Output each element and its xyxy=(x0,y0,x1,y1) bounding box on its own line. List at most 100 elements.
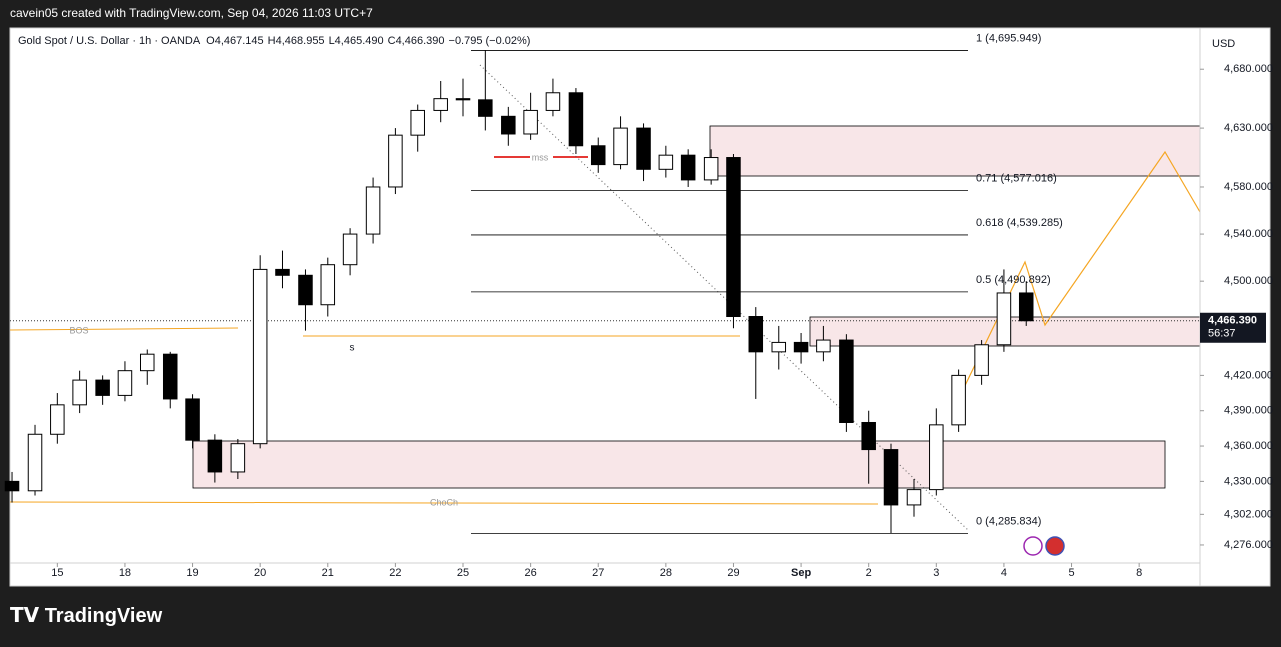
candle-body xyxy=(27,433,43,492)
candle-body xyxy=(545,92,561,111)
candle-body xyxy=(185,398,200,441)
y-tick-label: 4,390.000 xyxy=(1224,405,1273,417)
legend: Gold Spot / U.S. Dollar · 1h · OANDA O4,4… xyxy=(18,35,530,47)
candle-body xyxy=(388,134,403,188)
candle-body xyxy=(680,154,696,181)
y-tick-label: 4,580.000 xyxy=(1224,181,1273,193)
brand-logo: 𝗧𝗩 xyxy=(10,605,45,627)
candle-body xyxy=(252,268,268,445)
candle-body xyxy=(568,92,584,147)
y-tick-label: 4,360.000 xyxy=(1224,440,1273,452)
candle-body xyxy=(816,339,831,353)
legend-value: O4,467.145 xyxy=(206,35,264,47)
candle-body xyxy=(974,344,989,376)
candle-body xyxy=(883,449,899,506)
x-tick-label: Sep xyxy=(791,567,811,579)
chart-panel xyxy=(9,27,1271,587)
candle-body xyxy=(726,157,741,318)
candle-body xyxy=(72,379,87,406)
legend-value: H4,468.955 xyxy=(268,35,325,47)
y-tick-label: 4,276.000 xyxy=(1224,539,1273,551)
annotation: BOS xyxy=(69,325,88,335)
candle-body xyxy=(951,374,966,426)
x-tick-label: 28 xyxy=(660,567,672,579)
candle-body xyxy=(501,115,516,135)
y-tick-label: 4,630.000 xyxy=(1224,122,1273,134)
candle-body xyxy=(455,98,471,101)
fib-label: 0.618 (4,539.285) xyxy=(976,217,1063,229)
candle-body xyxy=(342,233,358,266)
candle-body xyxy=(658,154,674,170)
candle-body xyxy=(433,98,448,111)
candle-body xyxy=(839,339,854,423)
candle-body xyxy=(523,109,538,135)
candle-body xyxy=(230,443,246,473)
candle-body xyxy=(613,127,628,166)
candle-body xyxy=(50,404,65,435)
candle-body xyxy=(95,379,110,396)
annotation: mss xyxy=(532,152,549,162)
annotation: ChoCh xyxy=(430,497,458,507)
zone xyxy=(709,125,1201,177)
x-tick-label: 15 xyxy=(51,567,63,579)
event-icon[interactable] xyxy=(1045,536,1065,556)
fib-label: 0.5 (4,490.892) xyxy=(976,274,1051,286)
y-tick-label: 4,302.000 xyxy=(1224,508,1273,520)
candle-body xyxy=(117,370,133,396)
currency: USD xyxy=(1212,38,1235,50)
candle-body xyxy=(748,316,764,353)
x-tick-label: 29 xyxy=(727,567,739,579)
candle-body xyxy=(365,186,381,235)
candle-body xyxy=(771,341,787,353)
event-icon[interactable] xyxy=(1023,536,1043,556)
candle-body xyxy=(320,264,336,306)
x-tick-label: 18 xyxy=(119,567,131,579)
brand: 𝗧𝗩 TradingView xyxy=(10,605,163,627)
candle-body xyxy=(793,341,809,353)
candle-body xyxy=(275,268,290,276)
fib-label: 1 (4,695.949) xyxy=(976,32,1041,44)
x-tick-label: 22 xyxy=(389,567,401,579)
candle-body xyxy=(590,145,606,166)
candle-body xyxy=(929,424,944,491)
candle-body xyxy=(410,109,425,136)
x-tick-label: 19 xyxy=(186,567,198,579)
y-tick-label: 4,500.000 xyxy=(1224,275,1273,287)
candle-body xyxy=(703,157,719,181)
brand-text: TradingView xyxy=(45,605,163,627)
y-tick-label: 4,330.000 xyxy=(1224,475,1273,487)
fib-label: 0.71 (4,577.016) xyxy=(976,172,1057,184)
choch-line xyxy=(9,501,879,505)
legend-value: C4,466.390 xyxy=(388,35,445,47)
trend-line xyxy=(479,64,969,531)
candle-body xyxy=(298,274,313,306)
last-price-box xyxy=(1200,312,1266,343)
candle-body xyxy=(478,99,493,117)
bos-line xyxy=(9,327,239,331)
legend-title: Gold Spot / U.S. Dollar · 1h · OANDA xyxy=(18,35,201,47)
x-tick-label: 21 xyxy=(322,567,334,579)
x-tick-label: 3 xyxy=(933,567,939,579)
x-tick-label: 25 xyxy=(457,567,469,579)
y-tick-label: 4,540.000 xyxy=(1224,228,1273,240)
countdown: 56:37 xyxy=(1208,328,1236,340)
candle-body xyxy=(139,353,155,372)
x-tick-label: 4 xyxy=(1001,567,1007,579)
x-tick-label: 27 xyxy=(592,567,604,579)
legend-value: L4,465.490 xyxy=(329,35,384,47)
x-tick-label: 2 xyxy=(866,567,872,579)
x-tick-label: 5 xyxy=(1068,567,1074,579)
candle-body xyxy=(1018,292,1034,322)
y-tick-label: 4,680.000 xyxy=(1224,63,1273,75)
y-tick-label: 4,420.000 xyxy=(1224,369,1273,381)
candle-body xyxy=(162,353,178,400)
candle-body xyxy=(996,292,1012,346)
legend-value: −0.795 (−0.02%) xyxy=(449,35,531,47)
candle-body xyxy=(636,127,651,170)
zone xyxy=(192,440,1166,489)
caption: cavein05 created with TradingView.com, S… xyxy=(10,6,373,20)
candle-body xyxy=(4,480,20,492)
candle-body xyxy=(906,489,922,506)
